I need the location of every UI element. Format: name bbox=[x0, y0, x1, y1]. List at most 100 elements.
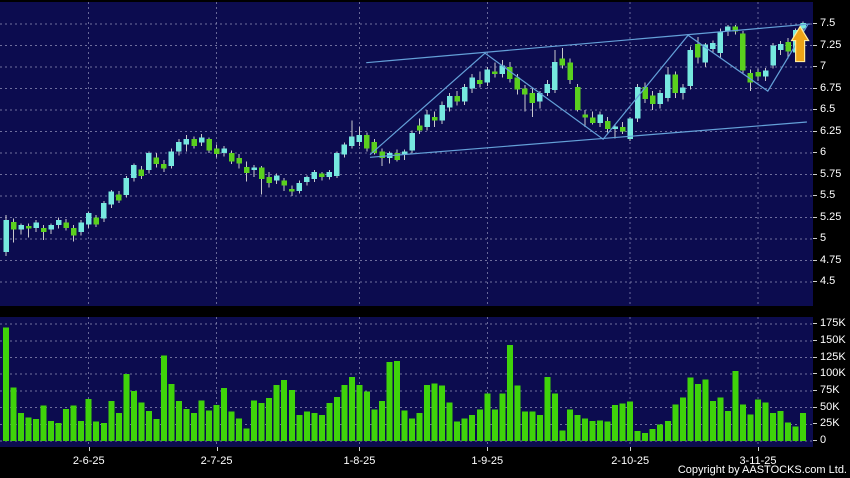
up-candle bbox=[687, 49, 694, 86]
volume-bar bbox=[386, 362, 393, 441]
volume-bar bbox=[394, 360, 401, 441]
up-candle bbox=[55, 220, 62, 226]
volume-vertical-gridlines bbox=[88, 317, 759, 447]
volume-bar bbox=[446, 402, 453, 441]
axis-tick bbox=[813, 406, 817, 408]
volume-bar bbox=[191, 412, 197, 441]
down-candle bbox=[236, 158, 242, 164]
up-candle bbox=[296, 183, 303, 191]
volume-axis-label: 25K bbox=[813, 417, 850, 430]
price-axis-label: 7.5 bbox=[813, 17, 850, 30]
up-candle bbox=[484, 69, 491, 83]
down-candle bbox=[740, 33, 746, 71]
volume-bar bbox=[642, 432, 649, 441]
volume-bar bbox=[311, 412, 318, 441]
down-candle bbox=[379, 151, 385, 159]
down-candle bbox=[289, 189, 295, 192]
price-axis-label: 6 bbox=[813, 146, 850, 159]
volume-bar bbox=[228, 411, 235, 441]
volume-bar bbox=[634, 430, 641, 441]
up-candle bbox=[198, 137, 205, 143]
date-tick bbox=[88, 447, 90, 451]
down-candle bbox=[695, 43, 701, 58]
volume-bar bbox=[18, 412, 25, 441]
volume-bar bbox=[627, 401, 634, 441]
down-candle bbox=[63, 222, 69, 228]
volume-pane bbox=[0, 317, 813, 447]
volume-bar bbox=[536, 414, 543, 441]
down-candle bbox=[477, 79, 483, 85]
axis-tick bbox=[813, 66, 817, 67]
axis-tick bbox=[813, 281, 817, 282]
volume-bar bbox=[747, 414, 754, 441]
price-axis-label: 4.5 bbox=[813, 275, 850, 288]
up-candle bbox=[18, 225, 24, 230]
volume-bar bbox=[424, 384, 431, 441]
date-label: 1-9-25 bbox=[471, 455, 504, 467]
volume-bar bbox=[755, 399, 761, 441]
up-candle bbox=[183, 139, 190, 145]
volume-bar bbox=[145, 410, 152, 441]
up-candle bbox=[48, 225, 54, 230]
volume-bar bbox=[732, 370, 739, 441]
price-candlestick-pane bbox=[0, 2, 813, 306]
up-candle bbox=[634, 86, 641, 119]
down-candle bbox=[431, 116, 438, 121]
down-candle bbox=[153, 157, 160, 165]
volume-bar bbox=[348, 376, 355, 441]
volume-bar bbox=[198, 400, 205, 441]
price-axis-label: 5.25 bbox=[813, 211, 850, 224]
date-tick bbox=[359, 447, 361, 451]
up-candle bbox=[168, 151, 175, 166]
up-candle bbox=[131, 165, 137, 178]
price-vertical-gridlines bbox=[88, 2, 759, 306]
volume-axis-label: 0 bbox=[813, 434, 850, 447]
volume-bar bbox=[687, 377, 694, 441]
volume-bar bbox=[567, 409, 573, 441]
volume-bar bbox=[717, 397, 724, 441]
up-candle bbox=[439, 104, 445, 121]
axis-tick bbox=[813, 339, 817, 341]
up-candle bbox=[665, 74, 671, 98]
volume-bar bbox=[93, 421, 100, 441]
down-candle bbox=[416, 125, 423, 131]
down-candle bbox=[40, 227, 47, 233]
down-candle bbox=[213, 148, 220, 154]
volume-axis-label: 125K bbox=[813, 351, 850, 364]
volume-bar bbox=[236, 418, 243, 441]
volume-bar bbox=[33, 418, 40, 441]
down-candle bbox=[672, 74, 679, 93]
volume-bar bbox=[439, 385, 446, 441]
volume-bar bbox=[206, 410, 213, 441]
up-candle bbox=[85, 213, 92, 225]
up-candle bbox=[424, 114, 430, 128]
up-candle bbox=[469, 77, 475, 89]
volume-bar bbox=[529, 411, 536, 441]
volume-bar bbox=[544, 376, 551, 441]
volume-bar bbox=[281, 380, 288, 441]
down-candle bbox=[93, 217, 99, 225]
axis-tick bbox=[813, 356, 817, 358]
axis-tick bbox=[813, 323, 817, 325]
axis-tick bbox=[813, 109, 817, 110]
trendlines-group bbox=[366, 23, 810, 158]
down-candle bbox=[755, 72, 761, 77]
volume-bar bbox=[258, 402, 265, 441]
volume-bar bbox=[491, 409, 498, 441]
volume-bar bbox=[251, 400, 258, 441]
down-candle bbox=[559, 58, 566, 66]
down-candle bbox=[116, 194, 122, 201]
volume-bar bbox=[770, 412, 777, 441]
axis-tick bbox=[813, 173, 817, 175]
axis-tick bbox=[813, 130, 817, 132]
down-candle bbox=[582, 114, 588, 118]
price-axis-label: 6.5 bbox=[813, 103, 850, 116]
up-candle bbox=[537, 92, 543, 102]
volume-bar bbox=[168, 384, 175, 441]
up-candle bbox=[334, 153, 340, 177]
up-candle bbox=[349, 136, 355, 147]
up-candle bbox=[762, 70, 769, 77]
volume-bar bbox=[574, 414, 581, 441]
volume-bar bbox=[702, 379, 709, 441]
